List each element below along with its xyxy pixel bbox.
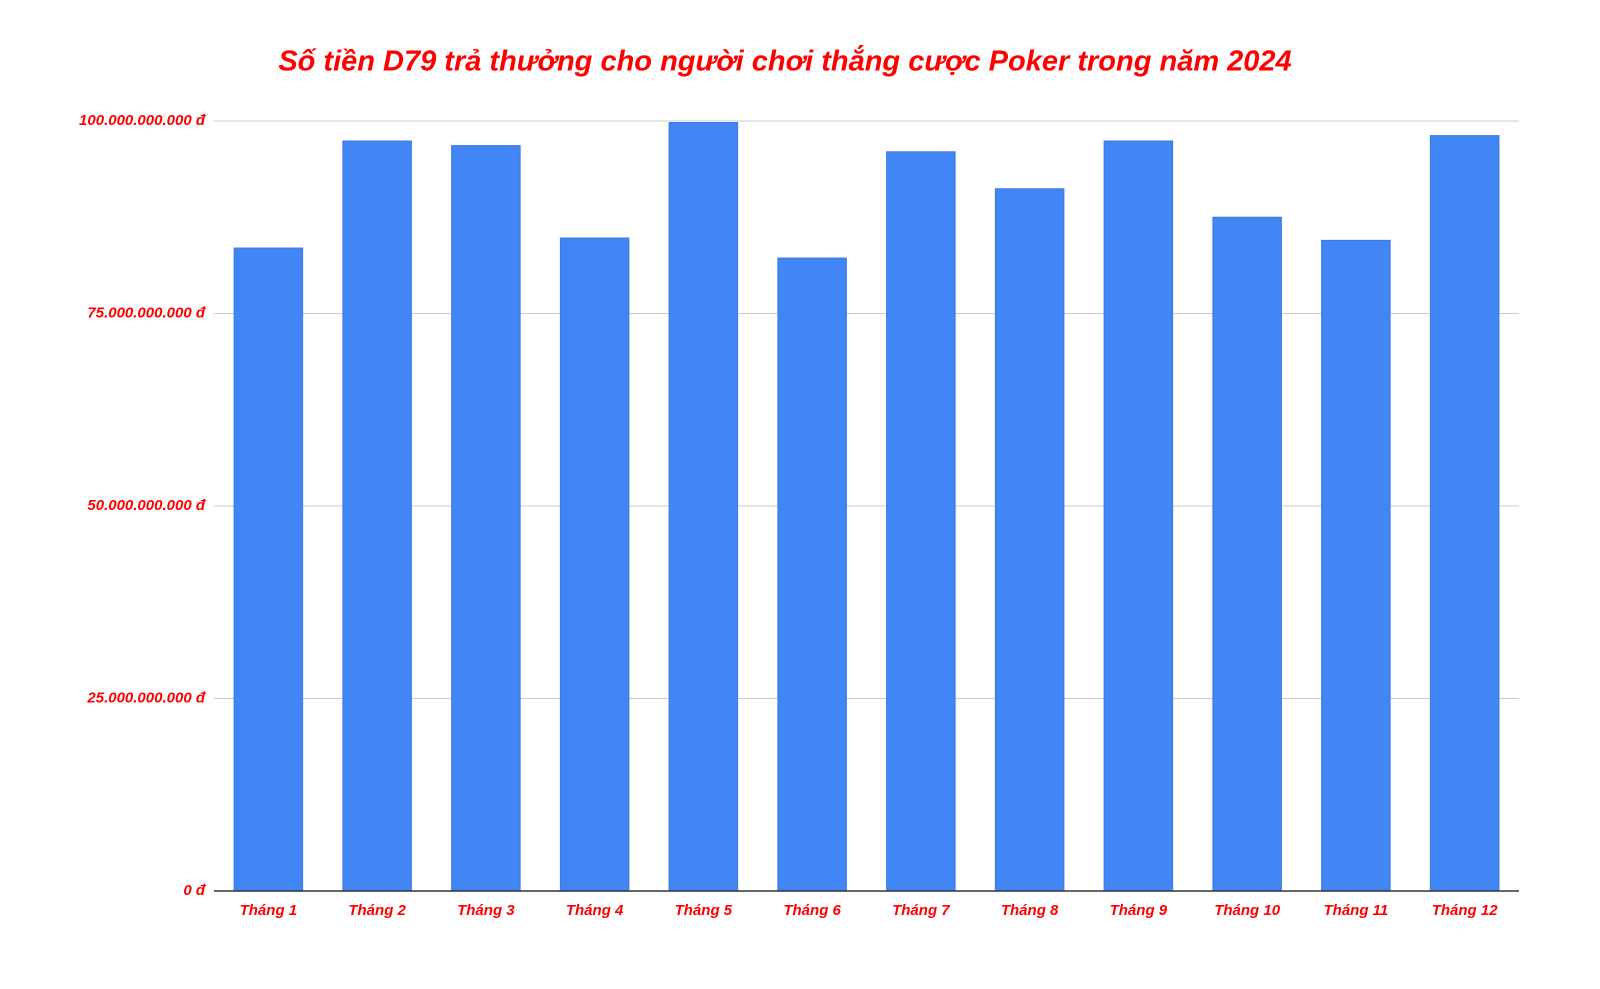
x-tick-label: Tháng 6 — [783, 902, 841, 919]
chart-title: Số tiền D79 trả thưởng cho người chơi th… — [278, 44, 1291, 78]
x-tick-label: Tháng 11 — [1324, 902, 1389, 919]
y-tick-label: 100.000.000.000 đ — [79, 112, 207, 129]
x-tick-label: Tháng 2 — [348, 902, 406, 919]
x-tick-label: Tháng 4 — [566, 902, 624, 919]
bar — [1212, 216, 1282, 892]
y-tick-label: 50.000.000.000 đ — [87, 497, 206, 514]
x-tick-label: Tháng 7 — [892, 902, 950, 919]
x-tick-label: Tháng 8 — [1001, 902, 1059, 919]
bar — [233, 247, 304, 892]
bar — [668, 122, 739, 892]
bar — [994, 188, 1065, 892]
bar — [451, 145, 521, 892]
x-tick-label: Tháng 9 — [1110, 902, 1168, 919]
bar — [1321, 239, 1391, 892]
bar — [342, 140, 412, 892]
bar — [777, 257, 847, 892]
bar — [1103, 140, 1174, 892]
x-tick-label: Tháng 10 — [1214, 902, 1281, 919]
y-tick-label: 25.000.000.000 đ — [86, 689, 206, 706]
bar — [559, 237, 630, 892]
y-tick-label: 0 đ — [183, 882, 207, 899]
x-tick-label: Tháng 12 — [1432, 902, 1499, 919]
x-tick-label: Tháng 5 — [675, 902, 733, 919]
y-tick-label: 75.000.000.000 đ — [87, 304, 206, 321]
bar — [1429, 135, 1500, 892]
bar — [886, 151, 956, 892]
x-tick-label: Tháng 1 — [240, 902, 298, 919]
x-tick-label: Tháng 3 — [457, 902, 515, 919]
